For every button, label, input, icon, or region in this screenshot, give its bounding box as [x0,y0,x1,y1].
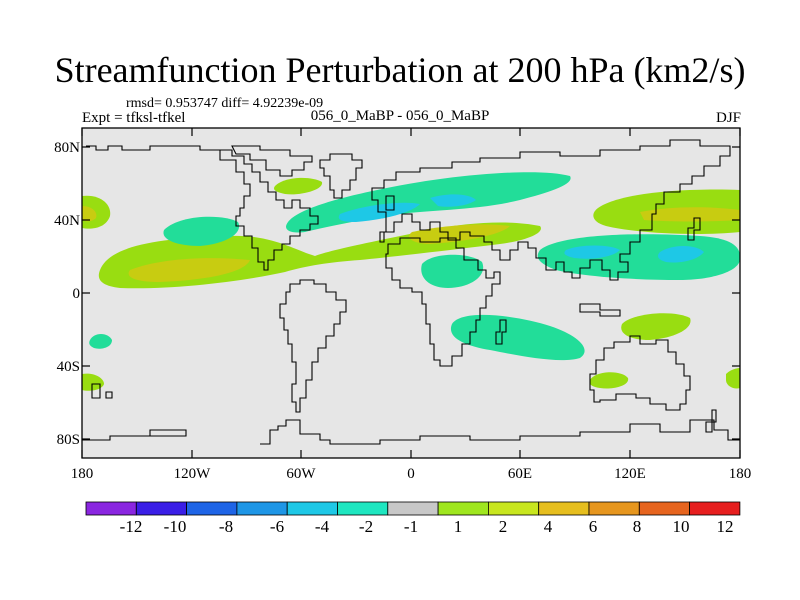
anomaly-region [89,334,112,349]
stats-label: rmsd= 0.953747 diff= 4.92239e-09 [126,96,324,111]
colorbar-label: 1 [453,517,463,536]
colorbar-box [286,501,338,516]
x-tick-label: 120E [614,466,646,482]
colorbar-label: -6 [269,517,285,536]
anomaly-region [537,234,741,280]
anomaly-region [430,194,476,207]
colorbar-box [135,501,188,516]
x-tick-label: 0 [407,466,415,482]
anomaly-region [726,368,740,389]
x-tick-label: 60W [286,466,316,482]
colorbar-box [487,501,540,516]
tick-marks [81,128,741,458]
colorbar-label: 4 [543,517,553,536]
coastline-antarctica [82,419,740,445]
y-tick-label: 80N [54,140,80,156]
colorbar [85,501,741,516]
coastline-australia [589,335,691,411]
colorbar-label: -10 [163,517,187,536]
colorbar-label: -8 [218,517,234,536]
colorbar-box [85,501,137,516]
anomaly-region [421,254,484,288]
coastline-indonesia [579,303,621,317]
y-tick-label: 0 [72,286,81,302]
coastline-madagascar [495,319,507,345]
colorbar-label: -12 [119,517,143,536]
map-background [82,128,740,458]
anomaly-region [163,216,240,246]
season-label: DJF [715,110,741,126]
colorbar-label: 8 [632,517,642,536]
coastline-japan [687,217,701,241]
anomaly-region [82,373,104,391]
colorbar-label: 2 [498,517,508,536]
x-tick-label: 60E [507,466,533,482]
coastline-greenland [319,153,363,199]
anomaly-region [658,246,704,263]
y-tick-label: 40S [56,359,80,375]
colorbar-box [689,501,741,516]
negative-anomalies [89,172,741,361]
coastline-uk [385,195,395,211]
colorbar-label: -4 [314,517,330,536]
coastline-europe-asia [371,139,731,281]
anomaly-region [82,206,97,222]
anomaly-region [128,258,250,282]
coastline-new-zealand [705,409,717,433]
colorbar-box [337,501,389,516]
anomaly-region [274,177,323,195]
anomaly-region [564,245,620,259]
colorbar-label: 10 [672,517,690,536]
colorbar-label: -2 [358,517,374,536]
colorbar-box [387,501,439,516]
plot-title: Streamfunction Perturbation at 200 hPa (… [54,50,746,90]
x-tick-label: 180 [70,466,94,482]
colorbar-label: -1 [403,517,419,536]
experiment-label: Expt = tfksl-tfkel [82,110,186,126]
coastlines [82,139,740,445]
coastline-south-america [279,279,347,413]
colorbar-label: 6 [588,517,598,536]
coastline-south-georgia [91,383,113,399]
x-tick-label: 180 [728,466,752,482]
coastline-canada-arctic [231,145,313,177]
y-tick-label: 40N [54,213,80,229]
anomaly-region [640,207,740,222]
colorbar-box [186,501,238,516]
colorbar-box [588,501,640,516]
coastline-north-america [86,145,319,271]
anomaly-region [450,314,585,361]
colorbar-label: 12 [716,517,734,536]
colorbar-box [538,501,590,516]
case-label: 056_0_MaBP - 056_0_MaBP [310,108,490,124]
anomaly-region [621,313,691,340]
coastline-africa [385,237,501,367]
colorbar-box [437,501,489,516]
colorbar-box [236,501,288,516]
y-tick-label: 80S [56,432,80,448]
anomaly-region [589,372,629,389]
colorbar-box [638,501,690,516]
x-tick-label: 120W [173,466,211,482]
